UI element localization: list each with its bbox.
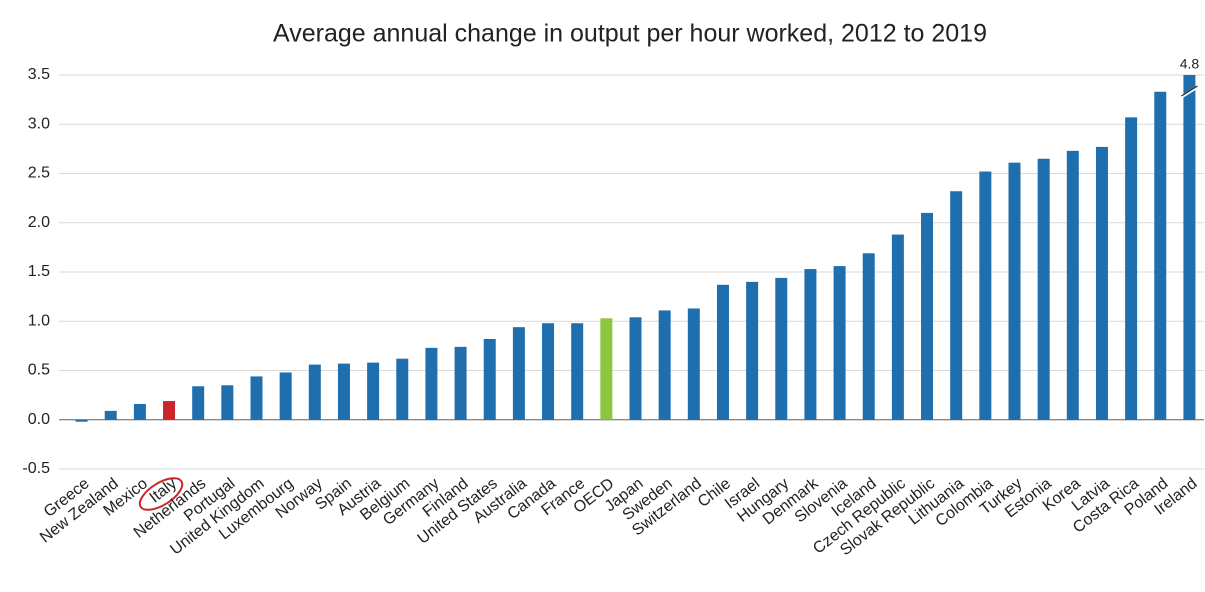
- bar: [979, 171, 992, 420]
- bar: [775, 277, 788, 420]
- y-tick-label: 0.0: [28, 411, 50, 428]
- chart-title: Average annual change in output per hour…: [273, 20, 987, 48]
- bar: [891, 234, 904, 420]
- y-tick-label: 3.0: [28, 115, 50, 132]
- y-tick-label: 3.5: [28, 66, 50, 83]
- bar: [1125, 117, 1138, 420]
- bar: [1008, 162, 1021, 420]
- bar: [192, 386, 205, 420]
- bar: [250, 376, 263, 420]
- value-label: 4.8: [1180, 56, 1200, 72]
- bar: [629, 317, 642, 420]
- bar: [600, 318, 613, 420]
- y-tick-label: 1.5: [28, 263, 50, 280]
- bar: [367, 362, 380, 420]
- axis-break: [1181, 85, 1198, 97]
- bar: [483, 338, 496, 420]
- bar: [687, 308, 700, 420]
- bar: [396, 358, 409, 420]
- y-tick-label: 2.0: [28, 214, 50, 231]
- bar: [1037, 158, 1050, 420]
- bar: [1154, 91, 1167, 420]
- bar: [804, 269, 817, 420]
- bar: [337, 363, 350, 420]
- bar: [746, 281, 759, 420]
- bar: [512, 327, 525, 420]
- bar: [833, 266, 846, 420]
- bar: [308, 364, 321, 420]
- bar: [658, 310, 671, 420]
- bar: [221, 385, 234, 420]
- bar: [542, 323, 555, 420]
- bar: [862, 253, 875, 420]
- highlight-circle: [138, 477, 184, 511]
- bar: [104, 410, 117, 420]
- bar: [279, 372, 292, 420]
- bar: [716, 284, 729, 420]
- bar: [1095, 146, 1108, 420]
- bar: [75, 419, 88, 422]
- bar: [950, 191, 963, 420]
- y-tick-label: 2.5: [28, 165, 50, 182]
- axis-break: [1180, 85, 1199, 99]
- bar: [1066, 150, 1079, 420]
- bar: [454, 346, 467, 420]
- bar: [425, 347, 438, 420]
- bar: [921, 212, 934, 420]
- y-tick-label: 0.5: [28, 362, 50, 379]
- bar: [163, 401, 176, 420]
- bar: [1183, 75, 1196, 420]
- bar: [133, 403, 146, 420]
- y-tick-label: 1.0: [28, 312, 50, 329]
- y-tick-label: -0.5: [22, 460, 50, 477]
- bar: [571, 323, 584, 420]
